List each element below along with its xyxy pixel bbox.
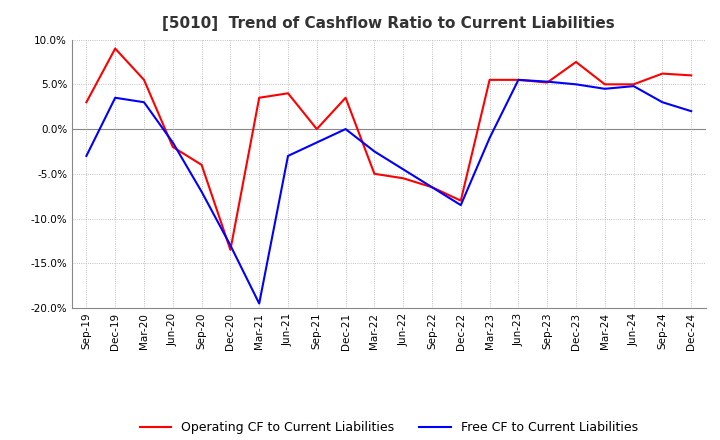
Operating CF to Current Liabilities xyxy=(456,198,465,203)
Free CF to Current Liabilities xyxy=(226,243,235,248)
Free CF to Current Liabilities xyxy=(111,95,120,100)
Free CF to Current Liabilities xyxy=(370,149,379,154)
Operating CF to Current Liabilities xyxy=(514,77,523,82)
Operating CF to Current Liabilities xyxy=(687,73,696,78)
Free CF to Current Liabilities xyxy=(255,301,264,306)
Free CF to Current Liabilities xyxy=(341,126,350,132)
Free CF to Current Liabilities xyxy=(197,189,206,194)
Free CF to Current Liabilities xyxy=(456,202,465,208)
Legend: Operating CF to Current Liabilities, Free CF to Current Liabilities: Operating CF to Current Liabilities, Fre… xyxy=(135,416,643,439)
Free CF to Current Liabilities xyxy=(572,82,580,87)
Operating CF to Current Liabilities xyxy=(341,95,350,100)
Operating CF to Current Liabilities xyxy=(370,171,379,176)
Operating CF to Current Liabilities xyxy=(140,77,148,82)
Line: Free CF to Current Liabilities: Free CF to Current Liabilities xyxy=(86,80,691,304)
Free CF to Current Liabilities xyxy=(399,167,408,172)
Operating CF to Current Liabilities xyxy=(629,82,638,87)
Free CF to Current Liabilities xyxy=(543,79,552,84)
Free CF to Current Liabilities xyxy=(485,136,494,141)
Operating CF to Current Liabilities xyxy=(226,247,235,253)
Operating CF to Current Liabilities xyxy=(111,46,120,51)
Operating CF to Current Liabilities xyxy=(82,99,91,105)
Free CF to Current Liabilities xyxy=(514,77,523,82)
Operating CF to Current Liabilities xyxy=(284,91,292,96)
Free CF to Current Liabilities xyxy=(629,84,638,89)
Operating CF to Current Liabilities xyxy=(312,126,321,132)
Free CF to Current Liabilities xyxy=(312,140,321,145)
Line: Operating CF to Current Liabilities: Operating CF to Current Liabilities xyxy=(86,48,691,250)
Free CF to Current Liabilities xyxy=(687,109,696,114)
Free CF to Current Liabilities xyxy=(600,86,609,92)
Operating CF to Current Liabilities xyxy=(543,80,552,85)
Title: [5010]  Trend of Cashflow Ratio to Current Liabilities: [5010] Trend of Cashflow Ratio to Curren… xyxy=(163,16,615,32)
Free CF to Current Liabilities xyxy=(168,140,177,145)
Free CF to Current Liabilities xyxy=(284,153,292,158)
Operating CF to Current Liabilities xyxy=(485,77,494,82)
Operating CF to Current Liabilities xyxy=(428,185,436,190)
Free CF to Current Liabilities xyxy=(82,153,91,158)
Operating CF to Current Liabilities xyxy=(600,82,609,87)
Free CF to Current Liabilities xyxy=(428,185,436,190)
Operating CF to Current Liabilities xyxy=(168,144,177,150)
Operating CF to Current Liabilities xyxy=(255,95,264,100)
Free CF to Current Liabilities xyxy=(658,99,667,105)
Operating CF to Current Liabilities xyxy=(399,176,408,181)
Operating CF to Current Liabilities xyxy=(197,162,206,168)
Operating CF to Current Liabilities xyxy=(572,59,580,65)
Free CF to Current Liabilities xyxy=(140,99,148,105)
Operating CF to Current Liabilities xyxy=(658,71,667,76)
